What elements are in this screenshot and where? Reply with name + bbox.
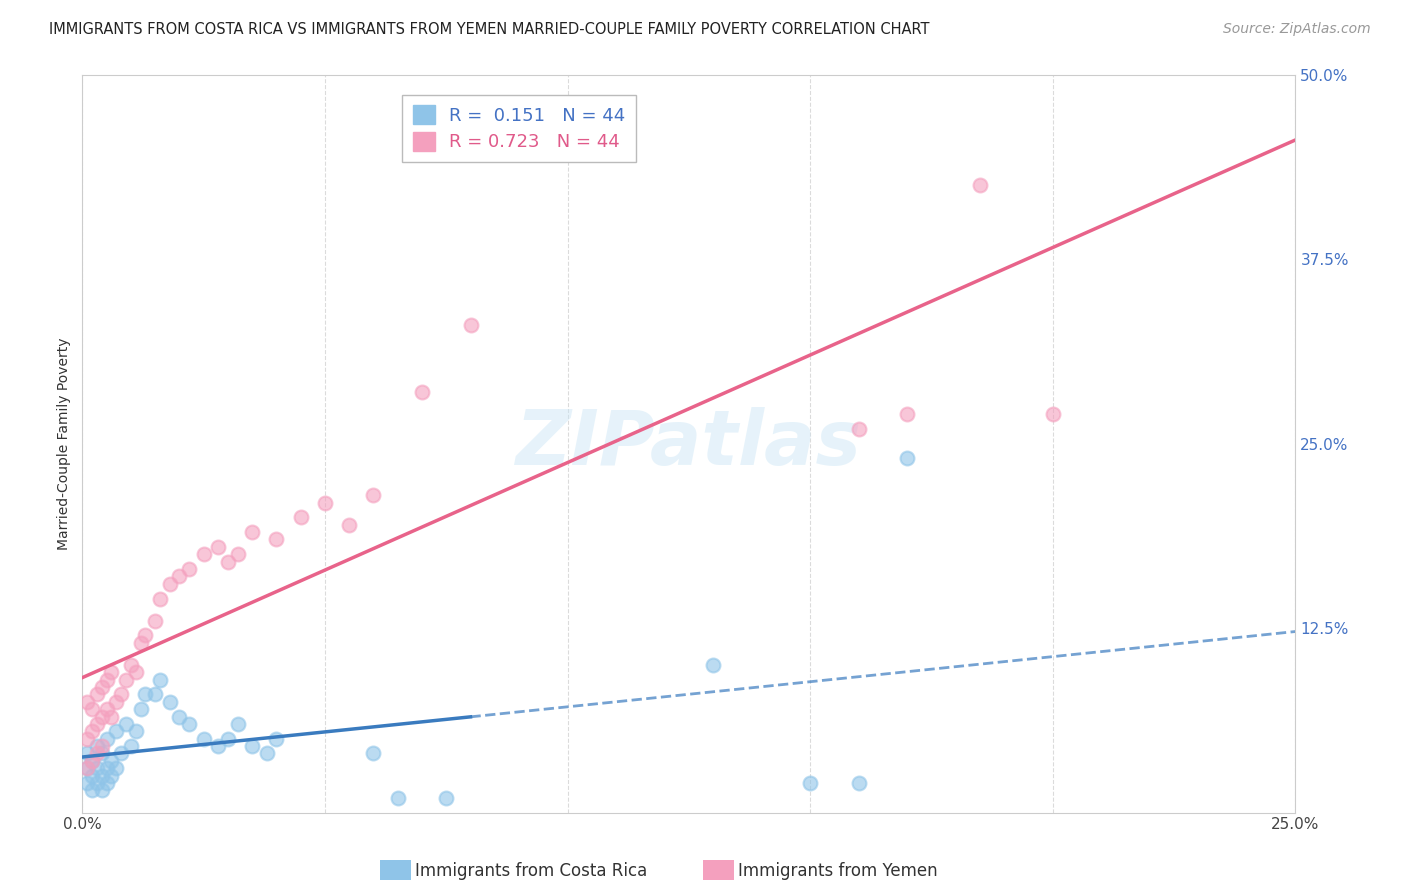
- Point: [110, 688, 132, 702]
- Point: [217, 731, 239, 746]
- Point: [115, 717, 138, 731]
- Point: [80, 754, 103, 768]
- Point: [159, 576, 181, 591]
- Point: [105, 724, 128, 739]
- Point: [314, 495, 336, 509]
- Point: [100, 754, 122, 768]
- Point: [193, 547, 215, 561]
- Point: [80, 783, 103, 797]
- Point: [124, 665, 146, 680]
- Point: [266, 731, 288, 746]
- Point: [226, 717, 249, 731]
- Point: [105, 761, 128, 775]
- Point: [226, 547, 249, 561]
- Point: [177, 562, 200, 576]
- Point: [86, 688, 108, 702]
- Point: [96, 761, 118, 775]
- Point: [120, 739, 142, 753]
- Point: [124, 724, 146, 739]
- Point: [90, 680, 112, 694]
- Point: [207, 540, 229, 554]
- Point: [896, 451, 918, 466]
- Point: [149, 673, 172, 687]
- Point: [337, 517, 360, 532]
- Point: [266, 533, 288, 547]
- Point: [363, 747, 385, 761]
- Point: [86, 776, 108, 790]
- Point: [96, 673, 118, 687]
- Point: [100, 769, 122, 783]
- Point: [240, 525, 263, 540]
- Point: [76, 695, 98, 709]
- Legend: R =  0.151   N = 44, R = 0.723   N = 44: R = 0.151 N = 44, R = 0.723 N = 44: [402, 95, 636, 162]
- Point: [363, 488, 385, 502]
- Point: [86, 739, 108, 753]
- Point: [86, 717, 108, 731]
- Point: [90, 709, 112, 723]
- Point: [80, 702, 103, 716]
- Point: [129, 636, 152, 650]
- Point: [100, 709, 122, 723]
- Point: [240, 739, 263, 753]
- Point: [129, 702, 152, 716]
- Point: [256, 747, 278, 761]
- Point: [1042, 407, 1064, 421]
- Point: [411, 384, 433, 399]
- Point: [105, 695, 128, 709]
- Point: [80, 754, 103, 768]
- Point: [434, 790, 457, 805]
- Point: [86, 761, 108, 775]
- Point: [76, 761, 98, 775]
- Point: [169, 569, 191, 583]
- Point: [90, 783, 112, 797]
- Point: [217, 555, 239, 569]
- Point: [76, 747, 98, 761]
- Point: [80, 724, 103, 739]
- Point: [134, 688, 156, 702]
- Point: [90, 747, 112, 761]
- Text: ZIPatlas: ZIPatlas: [516, 407, 862, 481]
- Point: [177, 717, 200, 731]
- Point: [702, 657, 724, 672]
- Y-axis label: Married-Couple Family Poverty: Married-Couple Family Poverty: [58, 337, 72, 549]
- Text: IMMIGRANTS FROM COSTA RICA VS IMMIGRANTS FROM YEMEN MARRIED-COUPLE FAMILY POVERT: IMMIGRANTS FROM COSTA RICA VS IMMIGRANTS…: [49, 22, 929, 37]
- Point: [969, 178, 991, 193]
- Point: [76, 761, 98, 775]
- Point: [96, 731, 118, 746]
- Point: [460, 318, 482, 333]
- Point: [290, 510, 312, 524]
- Text: Immigrants from Costa Rica: Immigrants from Costa Rica: [415, 862, 647, 880]
- Text: Immigrants from Yemen: Immigrants from Yemen: [738, 862, 938, 880]
- Point: [207, 739, 229, 753]
- Text: Source: ZipAtlas.com: Source: ZipAtlas.com: [1223, 22, 1371, 37]
- Point: [96, 702, 118, 716]
- Point: [86, 747, 108, 761]
- Point: [149, 591, 172, 606]
- Point: [134, 628, 156, 642]
- Point: [100, 665, 122, 680]
- Point: [76, 776, 98, 790]
- Point: [848, 776, 870, 790]
- Point: [387, 790, 409, 805]
- Point: [90, 739, 112, 753]
- Point: [143, 614, 166, 628]
- Point: [120, 657, 142, 672]
- Point: [799, 776, 821, 790]
- Point: [80, 769, 103, 783]
- Point: [193, 731, 215, 746]
- Point: [848, 422, 870, 436]
- Point: [76, 731, 98, 746]
- Point: [143, 688, 166, 702]
- Point: [110, 747, 132, 761]
- Point: [169, 709, 191, 723]
- Point: [90, 769, 112, 783]
- Point: [896, 407, 918, 421]
- Point: [115, 673, 138, 687]
- Point: [159, 695, 181, 709]
- Point: [96, 776, 118, 790]
